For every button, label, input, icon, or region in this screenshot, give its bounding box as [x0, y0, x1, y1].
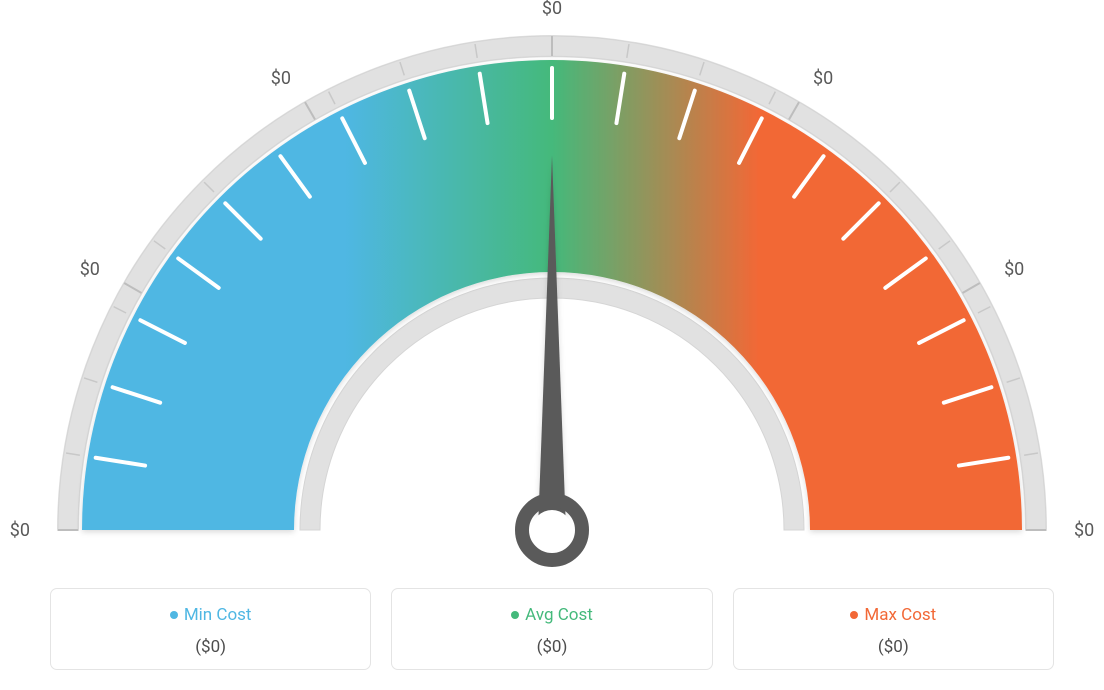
legend-value-avg: ($0) [402, 637, 701, 657]
legend-label-min: Min Cost [184, 605, 252, 625]
svg-text:$0: $0 [271, 68, 291, 89]
legend-card-max: Max Cost ($0) [733, 588, 1054, 670]
svg-text:$0: $0 [10, 520, 30, 541]
cost-gauge-chart: $0 $0 $0 $0 $0 $0 $0 Min Cost ($0) Avg Cost ($… [0, 0, 1104, 690]
legend-value-min: ($0) [61, 637, 360, 657]
svg-text:$0: $0 [1004, 259, 1024, 280]
legend-dot-max [850, 611, 858, 619]
legend-dot-avg [511, 611, 519, 619]
legend-value-max: ($0) [744, 637, 1043, 657]
legend-card-min: Min Cost ($0) [50, 588, 371, 670]
legend-title-avg: Avg Cost [402, 605, 701, 625]
legend-row: Min Cost ($0) Avg Cost ($0) Max Cost ($0… [50, 588, 1054, 670]
legend-card-avg: Avg Cost ($0) [391, 588, 712, 670]
svg-text:$0: $0 [1074, 520, 1094, 541]
legend-title-min: Min Cost [61, 605, 360, 625]
gauge-svg: $0 $0 $0 $0 $0 $0 $0 [0, 0, 1104, 690]
legend-label-max: Max Cost [864, 605, 936, 625]
legend-label-avg: Avg Cost [525, 605, 593, 625]
legend-dot-min [170, 611, 178, 619]
svg-text:$0: $0 [542, 0, 562, 19]
svg-text:$0: $0 [80, 259, 100, 280]
svg-text:$0: $0 [813, 68, 833, 89]
legend-title-max: Max Cost [744, 605, 1043, 625]
